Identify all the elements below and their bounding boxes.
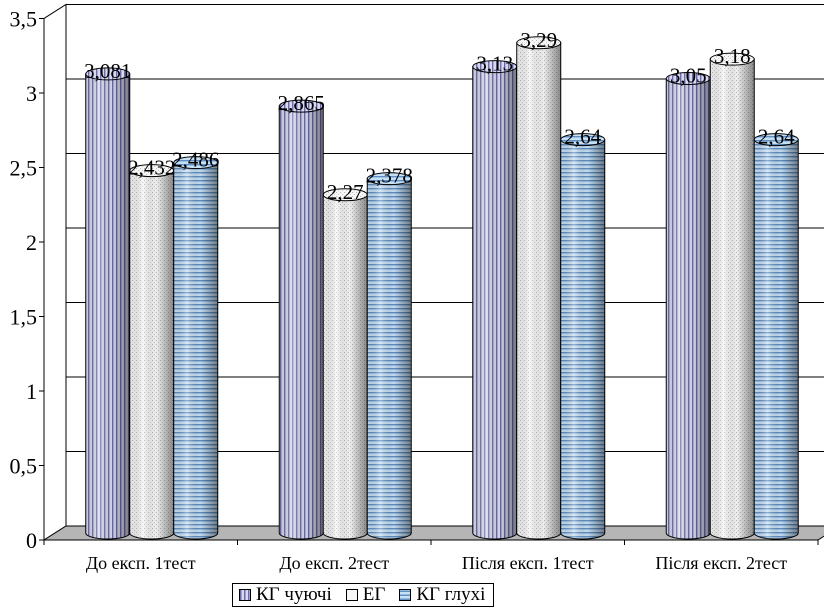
bar-shading (367, 178, 412, 540)
bar-shading (129, 170, 174, 539)
bar-shading (560, 139, 605, 539)
legend-label: КГ глухі (416, 584, 486, 605)
data-label: 2,486 (172, 148, 219, 172)
bar (472, 60, 518, 540)
bar-top (85, 67, 131, 81)
x-category-label: Після експ. 2тест (655, 553, 787, 573)
data-label: 3,13 (476, 52, 513, 76)
bar-shading (472, 66, 517, 539)
bar (560, 133, 606, 540)
data-label: 2,865 (278, 91, 325, 115)
data-label: 2,378 (366, 164, 413, 188)
legend-item-eg: ЕГ (345, 584, 386, 606)
data-label: 3,29 (520, 28, 557, 52)
data-label: 3,05 (670, 64, 707, 88)
data-label: 3,18 (714, 44, 751, 68)
legend-item-kg-deaf: КГ глухі (399, 584, 485, 606)
legend: КГ чуючі ЕГ КГ глухі (232, 583, 495, 607)
y-tick-label: 2,5 (10, 156, 38, 181)
y-tick-label: 3,5 (10, 7, 38, 32)
x-category-label: Після експ. 1тест (462, 553, 594, 573)
y-tick-label: 0,5 (10, 454, 38, 479)
data-label: 2,27 (327, 180, 364, 204)
data-label: 2,64 (758, 125, 795, 149)
x-category-label: До експ. 1тест (86, 553, 196, 573)
legend-swatch-kg-hearing (239, 589, 251, 601)
x-category-label: До експ. 2тест (279, 553, 389, 573)
y-tick-label: 0 (26, 528, 37, 553)
legend-swatch-kg-deaf (399, 589, 412, 601)
bar (516, 36, 562, 540)
bar-top (753, 133, 799, 147)
bar-top (560, 133, 606, 147)
bar (278, 99, 324, 540)
bar-top (366, 172, 412, 186)
bar-shading (516, 42, 561, 539)
data-label: 3,081 (84, 59, 131, 83)
y-tick-label: 1 (26, 379, 37, 404)
bar-top (278, 99, 324, 113)
legend-label: КГ чуючі (256, 584, 332, 605)
bar-shading (279, 106, 324, 540)
side-wall (43, 3, 67, 541)
legend-label: ЕГ (362, 584, 386, 605)
bar (753, 133, 799, 540)
legend-item-kg-hearing: КГ чуючі (239, 584, 332, 606)
data-label: 2,64 (564, 125, 601, 149)
data-label: 2,432 (128, 156, 175, 180)
bar-top (709, 52, 755, 66)
bar (129, 164, 175, 540)
bar (366, 172, 412, 540)
floor (42, 525, 824, 541)
bar-top (173, 156, 219, 170)
y-tick-label: 3 (26, 81, 37, 106)
bar-shading (173, 162, 218, 539)
bar (85, 67, 131, 540)
bar (322, 188, 368, 540)
bar-shading (85, 73, 130, 539)
bar-shading (666, 78, 711, 540)
legend-swatch-eg (345, 589, 358, 601)
y-tick-label: 1,5 (10, 305, 38, 330)
y-tick-label: 2 (26, 230, 37, 255)
bar (173, 156, 219, 540)
bar-shading (323, 194, 368, 539)
bar-shading (754, 139, 799, 539)
bar (665, 72, 711, 540)
bar-shading (710, 59, 755, 540)
bar (709, 52, 755, 540)
bar-top (516, 36, 562, 50)
